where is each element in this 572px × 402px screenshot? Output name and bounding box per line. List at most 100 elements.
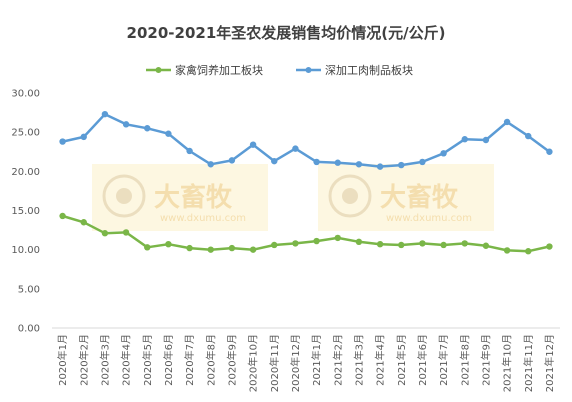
series-1-point	[440, 241, 447, 249]
series-2-point	[271, 157, 278, 165]
series-1-point	[122, 229, 130, 236]
x-tick-label: 2020年12月	[289, 334, 302, 392]
series-1-point	[249, 246, 257, 253]
series-2-point	[503, 118, 511, 126]
series-1-point	[376, 240, 384, 248]
x-tick-label: 2021年3月	[352, 334, 365, 386]
watermark-right: 大畜牧 www.dxumu.com	[318, 164, 494, 231]
watermark-right-text: 大畜牧	[380, 182, 459, 213]
series-2-point	[482, 136, 490, 144]
x-tick-label: 2021年10月	[501, 334, 514, 392]
series-1-point	[482, 242, 490, 249]
x-tick-label: 2021年9月	[479, 334, 492, 386]
x-tick-label: 2020年9月	[225, 334, 238, 386]
x-tick-label: 2021年11月	[522, 334, 535, 392]
y-tick-label: 10.00	[11, 245, 40, 256]
series-2-point	[376, 163, 384, 170]
watermark-right-sub: www.dxumu.com	[386, 213, 472, 224]
watermark-right-logo-eye-icon	[342, 188, 358, 204]
watermark-left-logo-eye-icon	[116, 188, 132, 204]
series-2-point	[228, 157, 236, 164]
series-1-point	[419, 240, 426, 247]
series-1-point	[101, 230, 109, 237]
series-2-point	[144, 125, 151, 132]
y-axis: 0.00 5.00 10.00 15.00 20.00 25.00 30.00	[11, 89, 40, 335]
watermark-left-text: 大畜牧	[154, 182, 233, 213]
x-tick-label: 2020年4月	[120, 334, 133, 386]
series-1-point	[228, 244, 236, 252]
y-tick-label: 20.00	[11, 167, 40, 178]
series-2-point	[165, 130, 172, 137]
series-1-point	[80, 219, 87, 226]
watermark-right-logo-icon	[328, 174, 372, 218]
series-1-point	[313, 237, 320, 245]
legend-label-series-2: 深加工肉制品板块	[325, 63, 413, 77]
series-1-point	[144, 244, 151, 251]
x-tick-label: 2021年4月	[374, 334, 387, 386]
series-2-point	[461, 136, 468, 143]
series-1-point	[186, 244, 193, 252]
series-1-point	[334, 234, 341, 242]
series-1-point	[461, 240, 468, 247]
x-tick-label: 2021年1月	[310, 334, 323, 386]
legend-marker-series-1	[155, 67, 162, 73]
series-1-point	[398, 241, 405, 249]
x-tick-label: 2020年6月	[162, 334, 175, 386]
watermark-left: 大畜牧 www.dxumu.com	[92, 164, 268, 231]
series-line-2	[62, 112, 551, 168]
series-1-point	[546, 243, 553, 250]
series-1-point	[271, 241, 278, 249]
series-2-point	[80, 133, 87, 141]
legend-marker-series-2	[305, 67, 312, 73]
y-tick-label: 0.00	[18, 324, 40, 335]
x-tick-label: 2020年11月	[268, 334, 281, 392]
series-2-point	[440, 150, 447, 157]
legend-label-series-1: 家禽饲养加工板块	[175, 63, 263, 77]
chart-title: 2020-2021年圣农发展销售均价情况(元/公斤)	[127, 24, 446, 42]
series-2-point	[122, 121, 130, 128]
x-tick-label: 2020年2月	[77, 334, 90, 386]
series-2-point	[313, 158, 320, 166]
x-tick-label: 2020年5月	[141, 334, 154, 386]
series-1-point	[292, 240, 299, 247]
series-1-point	[165, 240, 172, 248]
watermark-left-sub: www.dxumu.com	[160, 213, 246, 224]
series-2-point	[355, 161, 363, 168]
series-2-point	[419, 158, 426, 166]
series-2-point	[186, 147, 193, 155]
x-tick-label: 2021年2月	[331, 334, 344, 386]
x-tick-label: 2020年8月	[204, 334, 217, 386]
series-2-point	[334, 159, 341, 166]
series-1-point	[59, 212, 66, 220]
legend: 家禽饲养加工板块 深加工肉制品板块	[146, 63, 413, 77]
x-tick-label: 2021年12月	[543, 334, 556, 392]
series-2-point	[101, 110, 109, 118]
x-tick-label: 2021年6月	[416, 334, 429, 386]
watermark-left-logo-icon	[102, 174, 146, 218]
series-2-point	[292, 145, 299, 152]
series-1-point	[503, 247, 511, 254]
series-2-point	[546, 148, 553, 155]
x-tick-label: 2021年5月	[395, 334, 408, 386]
series-group	[59, 110, 553, 255]
x-tick-label: 2020年3月	[98, 334, 111, 386]
x-tick-label: 2021年7月	[437, 334, 450, 386]
x-tick-label: 2020年10月	[247, 334, 260, 392]
y-tick-label: 25.00	[11, 128, 40, 139]
y-tick-label: 5.00	[18, 284, 40, 295]
series-2-point	[525, 132, 532, 140]
x-tick-label: 2020年7月	[183, 334, 196, 386]
x-tick-label: 2021年8月	[458, 334, 471, 386]
series-1-point	[207, 246, 214, 253]
series-2-point	[207, 161, 214, 168]
y-tick-label: 15.00	[11, 206, 40, 217]
series-2-point	[398, 161, 405, 169]
series-line-1	[62, 214, 550, 253]
series-1-point	[355, 238, 363, 246]
x-tick-label: 2020年1月	[56, 334, 69, 386]
series-1-point	[525, 248, 532, 255]
y-tick-label: 30.00	[11, 89, 40, 100]
series-2-point	[59, 138, 66, 145]
series-2-point	[249, 141, 257, 148]
